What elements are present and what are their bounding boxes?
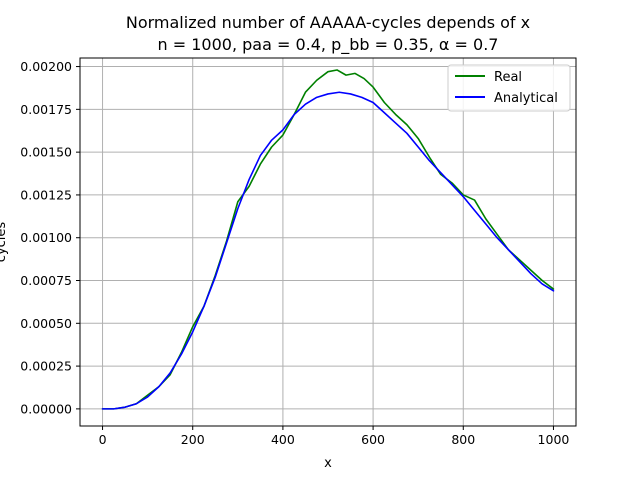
legend-label-real: Real <box>494 70 522 85</box>
legend: Real Analytical <box>447 64 571 112</box>
x-tick-label: 0 <box>99 432 107 447</box>
y-tick-label: 0.00200 <box>20 59 72 74</box>
y-axis-label: cycles <box>0 222 9 263</box>
series-line-real <box>101 69 555 410</box>
legend-label-analytical: Analytical <box>494 91 558 106</box>
x-tick-label: 200 <box>181 432 205 447</box>
y-tick-label: 0.00025 <box>20 359 72 374</box>
y-tick-label: 0.00150 <box>20 145 72 160</box>
series-line-analytical <box>101 91 555 410</box>
x-axis-ticks: 0 200 400 600 800 1000 <box>99 426 570 447</box>
chart-title-line2: n = 1000, paa = 0.4, p_bb = 0.35, α = 0.… <box>158 35 499 55</box>
x-tick-label: 800 <box>451 432 475 447</box>
y-tick-label: 0.00000 <box>20 401 72 416</box>
x-tick-label: 400 <box>271 432 295 447</box>
series-layer <box>101 69 555 410</box>
y-tick-label: 0.00050 <box>20 316 72 331</box>
x-tick-label: 600 <box>361 432 385 447</box>
x-axis-label: x <box>324 456 332 471</box>
chart-title-line1: Normalized number of AAAAA-cycles depend… <box>126 13 530 32</box>
x-tick-label: 1000 <box>538 432 570 447</box>
y-axis-ticks: 0.00000 0.00025 0.00050 0.00075 0.00100 0.001… <box>20 59 80 416</box>
y-tick-label: 0.00100 <box>20 230 72 245</box>
y-tick-label: 0.00125 <box>20 187 72 202</box>
y-tick-label: 0.00075 <box>20 273 72 288</box>
plot-frame <box>79 57 577 427</box>
y-tick-label: 0.00175 <box>20 102 72 117</box>
